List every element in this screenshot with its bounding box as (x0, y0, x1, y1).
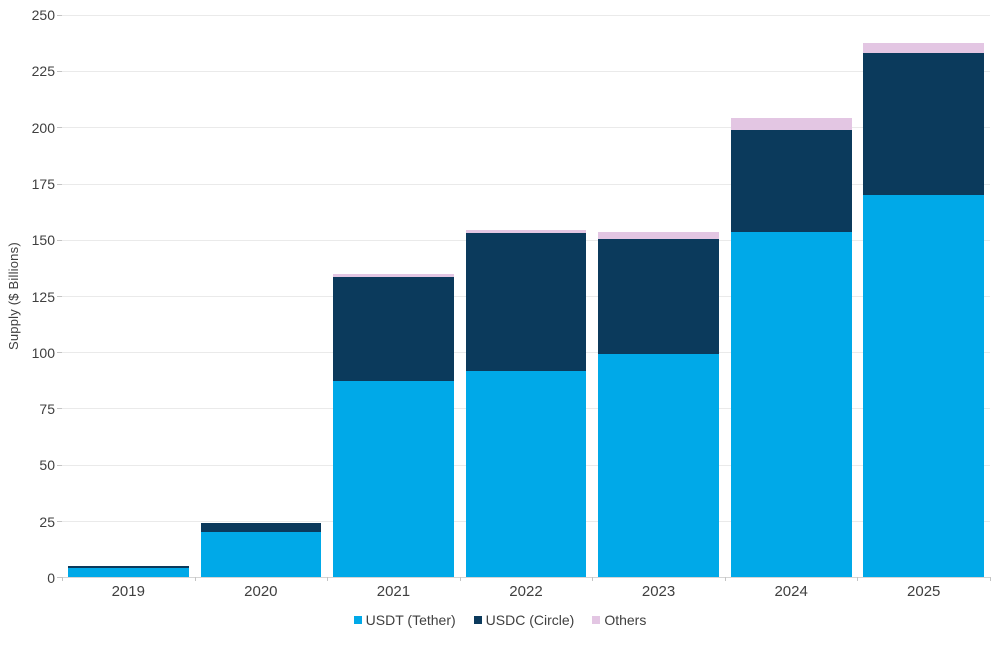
bar-segment-usdc-2019[interactable] (67, 565, 189, 569)
bar-segment-usdc-2020[interactable] (200, 523, 322, 533)
y-tick-200 (57, 127, 62, 129)
bar-segment-others-2025[interactable] (863, 43, 985, 54)
legend-swatch-icon-others (592, 616, 601, 624)
bar-group-2021 (327, 15, 460, 577)
y-tick-label-100: 100 (31, 344, 55, 361)
bar-segment-usdc-2023[interactable] (598, 238, 719, 355)
gridline-200 (62, 127, 990, 129)
y-tick-75 (57, 408, 62, 410)
bar-group-2025 (857, 15, 990, 577)
bar-segment-usdc-2021[interactable] (333, 276, 454, 382)
y-tick-label-225: 225 (31, 63, 55, 80)
x-tick-label-2020: 2020 (244, 583, 278, 600)
legend-item-usdc[interactable]: USDC (Circle) (473, 612, 575, 628)
bar-segment-usdc-2025[interactable] (863, 53, 985, 195)
x-tick-label-2024: 2024 (774, 583, 808, 600)
y-tick-125 (57, 296, 62, 297)
y-tick-250 (57, 15, 62, 16)
bar-segment-others-2021[interactable] (333, 273, 454, 277)
bar-group-2019 (62, 15, 195, 577)
y-tick-label-200: 200 (31, 119, 55, 136)
legend-label-usdt: USDT (Tether) (365, 612, 456, 628)
bar-segment-usdt-2024[interactable] (730, 231, 852, 577)
y-tick-175 (57, 183, 62, 185)
bar-segment-usdc-2022[interactable] (465, 233, 587, 372)
legend-swatch-icon-usdt (353, 616, 362, 624)
y-tick-label-50: 50 (39, 457, 55, 474)
plot-area (57, 15, 991, 581)
bars-layer (62, 15, 990, 577)
y-tick-225 (57, 71, 62, 73)
bar-segment-others-2022[interactable] (465, 229, 587, 234)
y-tick-label-250: 250 (31, 7, 55, 23)
x-tick-label-2021: 2021 (376, 583, 411, 600)
bar-segment-usdc-2024[interactable] (730, 129, 852, 232)
legend-label-usdc: USDC (Circle) (485, 612, 575, 628)
bar-group-2024 (725, 15, 858, 577)
y-tick-0 (57, 577, 62, 578)
x-tick-label-2023: 2023 (641, 583, 676, 600)
x-axis-tick-2 (327, 577, 329, 581)
y-tick-150 (57, 239, 62, 241)
bar-group-2022 (460, 15, 593, 577)
x-axis-tick-1 (194, 577, 196, 581)
y-tick-label-175: 175 (31, 175, 55, 192)
gridline-175 (62, 183, 990, 185)
x-axis-tick-5 (724, 577, 726, 581)
x-axis-tick-3 (459, 577, 461, 581)
bar-segment-usdt-2023[interactable] (598, 354, 719, 577)
bar-group-2023 (592, 15, 725, 577)
bar-segment-usdt-2020[interactable] (200, 532, 322, 577)
y-tick-label-25: 25 (39, 513, 55, 530)
y-tick-50 (57, 464, 62, 466)
legend-label-others: Others (604, 612, 647, 628)
y-tick-label-0: 0 (47, 570, 55, 586)
x-tick-label-2019: 2019 (111, 583, 145, 600)
bar-segment-usdt-2022[interactable] (465, 371, 587, 577)
y-tick-label-75: 75 (39, 401, 55, 418)
x-tick-label-2025: 2025 (907, 583, 941, 600)
bar-segment-usdt-2021[interactable] (333, 381, 454, 577)
legend-item-others[interactable]: Others (592, 612, 646, 628)
gridline-250 (62, 15, 990, 16)
legend: USDT (Tether) USDC (Circle) Others (0, 612, 1000, 628)
x-tick-label-2022: 2022 (509, 583, 543, 600)
y-tick-label-150: 150 (31, 232, 55, 249)
legend-item-usdt[interactable]: USDT (Tether) (353, 612, 456, 628)
y-tick-100 (57, 352, 62, 354)
bar-segment-usdt-2025[interactable] (863, 194, 985, 577)
legend-swatch-icon-usdc (473, 616, 482, 624)
x-axis-tick-7 (990, 577, 991, 581)
gridline-225 (62, 71, 990, 73)
x-axis-tick-6 (857, 577, 859, 581)
bar-segment-usdt-2019[interactable] (67, 568, 189, 577)
y-tick-25 (57, 520, 62, 522)
x-axis-tick-0 (62, 577, 63, 581)
bar-segment-others-2024[interactable] (730, 118, 852, 130)
bar-segment-others-2023[interactable] (598, 231, 719, 239)
y-tick-label-125: 125 (31, 288, 55, 305)
bar-group-2020 (195, 15, 328, 577)
x-axis-tick-4 (592, 577, 594, 581)
